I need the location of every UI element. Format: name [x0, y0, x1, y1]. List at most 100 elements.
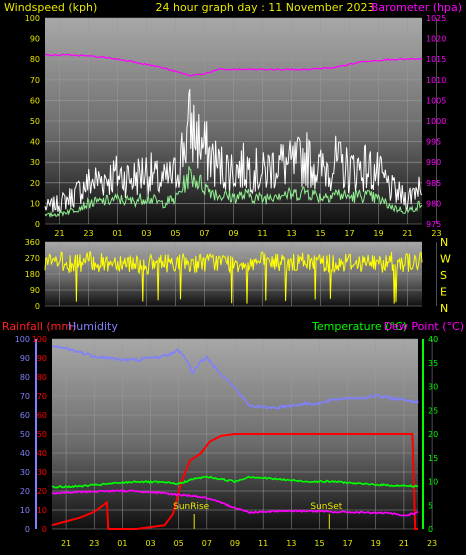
barometer-tick-label: 1005 — [426, 96, 446, 105]
barometer-series — [44, 53, 423, 77]
x-tick-label: 23 — [427, 539, 437, 548]
temperature-tick-label: 20 — [428, 430, 438, 439]
rainfall-tick-label: 60 — [37, 411, 47, 420]
temperature-axis-title: Temperature (°C) — [311, 320, 407, 333]
dewpoint-axis-title: Dew Point (°C) — [384, 320, 464, 333]
x-tick-label: 23 — [83, 229, 93, 238]
wind-tick-label: 20 — [30, 179, 40, 188]
sun-annotation: SunSet — [310, 502, 342, 512]
rainfall-tick-label: 80 — [37, 373, 47, 382]
rainfall-tick-label: 0 — [42, 525, 47, 534]
rainfall-tick-label: 90 — [37, 354, 47, 363]
humidity-tick-label: 60 — [20, 411, 30, 420]
x-tick-label: 23 — [89, 539, 99, 548]
direction-tick-label: 360 — [25, 238, 40, 247]
direction-tick-labels: 0 90 180 270 360 — [25, 238, 40, 311]
x-tick-label: 15 — [315, 229, 325, 238]
wind-tick-label: 30 — [30, 158, 40, 167]
rainfall-tick-label: 50 — [37, 430, 47, 439]
barometer-axis-title: Barometer (hpa) — [371, 1, 462, 14]
wind-tick-label: 100 — [25, 14, 40, 23]
wind-average-series — [44, 166, 423, 219]
humidity-tick-label: 80 — [20, 373, 30, 382]
wind-tick-label: 70 — [30, 76, 40, 85]
temperature-tick-label: 40 — [428, 335, 438, 344]
wind-tick-label: 60 — [30, 96, 40, 105]
x-tick-label: 13 — [286, 539, 296, 548]
barometer-tick-label: 975 — [426, 220, 441, 229]
humidity-axis-title: Humidity — [68, 320, 118, 333]
barometer-tick-label: 980 — [426, 199, 441, 208]
barometer-tick-label: 1025 — [426, 14, 446, 23]
x-tick-label: 07 — [199, 229, 209, 238]
x-tick-label: 19 — [373, 229, 383, 238]
x-tick-label: 11 — [257, 229, 267, 238]
wind-tick-label: 40 — [30, 138, 40, 147]
compass-label: E — [440, 286, 447, 299]
temperature-tick-label: 30 — [428, 383, 438, 392]
x-tick-label: 11 — [258, 539, 268, 548]
sun-annotation: SunRise — [173, 502, 210, 512]
temperature-tick-label: 0 — [428, 525, 433, 534]
humidity-tick-label: 0 — [25, 525, 30, 534]
x-tick-label: 19 — [371, 539, 381, 548]
humidity-tick-label: 30 — [20, 468, 30, 477]
humidity-tick-label: 70 — [20, 392, 30, 401]
compass-label: S — [440, 269, 447, 282]
wind-tick-label: 10 — [30, 199, 40, 208]
sun-annotations: SunRise SunSet — [173, 502, 343, 529]
rainfall-tick-label: 100 — [32, 335, 47, 344]
barometer-tick-label: 985 — [426, 179, 441, 188]
x-tick-label: 05 — [170, 229, 180, 238]
x-tick-label: 07 — [202, 539, 212, 548]
humidity-tick-label: 20 — [20, 487, 30, 496]
chart-title: 24 hour graph day : 11 November 2023 — [155, 1, 374, 14]
direction-tick-label: 90 — [30, 286, 40, 295]
humidity-tick-label: 50 — [20, 430, 30, 439]
rainfall-series — [51, 433, 418, 530]
rainfall-tick-label: 40 — [37, 449, 47, 458]
rainfall-tick-label: 20 — [37, 487, 47, 496]
rainfall-tick-label: 10 — [37, 506, 47, 515]
x-tick-label: 01 — [112, 229, 122, 238]
humidity-series — [51, 345, 419, 410]
humidity-tick-label: 90 — [20, 354, 30, 363]
wind-tick-label: 0 — [35, 220, 40, 229]
temperature-tick-label: 5 — [428, 501, 433, 510]
x-tick-label: 15 — [314, 539, 324, 548]
wind-axis-title: Windspeed (kph) — [4, 1, 97, 14]
barometer-tick-label: 1010 — [426, 76, 446, 85]
wind-tick-label: 80 — [30, 55, 40, 64]
humidity-tick-label: 100 — [15, 335, 30, 344]
x-tick-label: 09 — [228, 229, 238, 238]
x-tick-label: 21 — [61, 539, 71, 548]
temperature-tick-label: 35 — [428, 359, 438, 368]
x-tick-label: 13 — [286, 229, 296, 238]
x-tick-label: 03 — [141, 229, 151, 238]
humidity-tick-label: 10 — [20, 506, 30, 515]
barometer-tick-label: 995 — [426, 138, 441, 147]
rain-series-lines — [51, 345, 419, 530]
wind-barometer-panel: 0102030405060708090100975980985990995100… — [4, 1, 462, 238]
barometer-tick-label: 1000 — [426, 117, 446, 126]
wind-tick-label: 50 — [30, 117, 40, 126]
direction-grid — [45, 241, 437, 307]
barometer-tick-label: 1020 — [426, 35, 446, 44]
temperature-tick-label: 10 — [428, 478, 438, 487]
direction-tick-label: 270 — [25, 254, 40, 263]
temperature-tick-label: 25 — [428, 406, 438, 415]
x-tick-label: 05 — [174, 539, 184, 548]
barometer-tick-label: 990 — [426, 158, 441, 167]
compass-label: N — [440, 302, 448, 315]
temperature-series — [52, 475, 419, 489]
x-tick-label: 17 — [344, 229, 354, 238]
rainfall-axis-title: Rainfall (mm) — [2, 320, 76, 333]
x-tick-label: 09 — [230, 539, 240, 548]
x-tick-label: 21 — [399, 539, 409, 548]
wind-gust-series — [44, 89, 423, 214]
